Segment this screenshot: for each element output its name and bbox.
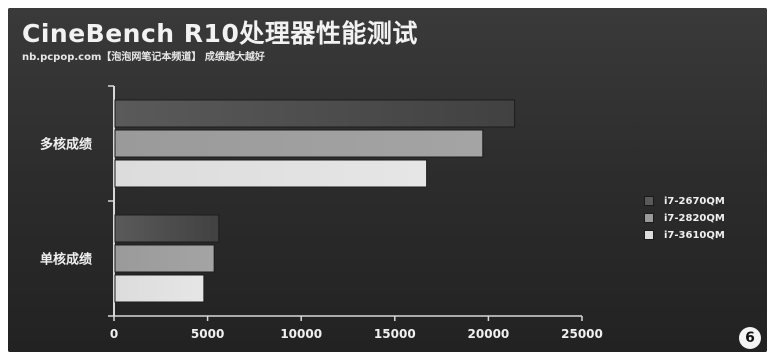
bar [114,159,428,188]
legend-label: i7-3610QM [664,229,725,241]
x-tick-label: 0 [110,327,118,341]
x-tick-label: 20000 [468,327,510,341]
x-tick-label: 15000 [374,327,416,341]
chart-subtitle: nb.pcpop.com【泡泡网笔记本频道】 成绩越大越好 [22,52,265,63]
legend-label: i7-2670QM [664,195,725,207]
legend-item: i7-2820QM [644,211,756,225]
chart-title: CineBench R10处理器性能测试 [22,19,418,48]
legend-swatch-icon [644,230,654,240]
category-label: 多核成绩 [40,137,92,153]
legend: i7-2670QM i7-2820QM i7-3610QM [644,194,756,245]
legend-item: i7-2670QM [644,194,756,208]
page-number-badge: 6 [739,327,761,349]
bars [114,99,516,303]
legend-swatch-icon [644,196,654,206]
legend-swatch-icon [644,213,654,223]
x-tick-label: 5000 [191,327,224,341]
chart-panel: 0 5000 10000 15000 20000 25000 多核成绩单核成绩 CineBe… [8,8,767,352]
axes [108,85,583,321]
legend-item: i7-3610QM [644,228,756,242]
bar [114,244,215,273]
bar [114,214,220,243]
x-tick-label: 25000 [561,327,603,341]
bar [114,274,205,303]
bar [114,99,516,128]
legend-label: i7-2820QM [664,212,725,224]
category-label: 单核成绩 [40,252,92,268]
bar [114,129,484,158]
x-tick-label: 10000 [280,327,322,341]
